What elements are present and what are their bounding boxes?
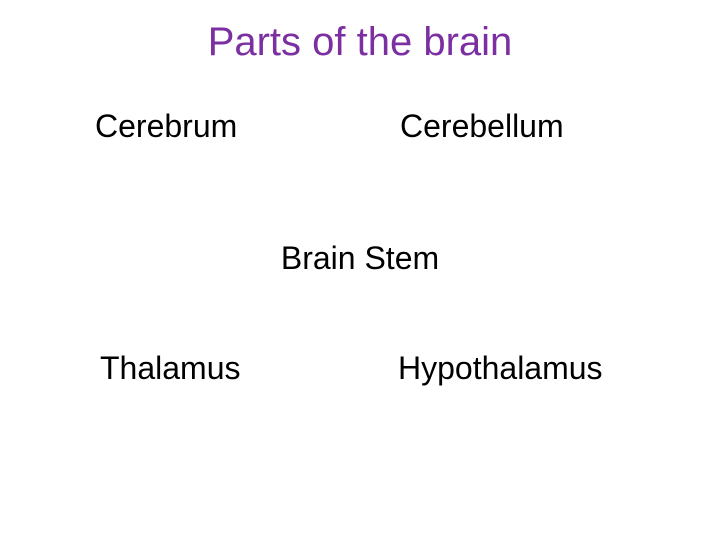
page-title: Parts of the brain xyxy=(0,20,720,65)
label-cerebellum: Cerebellum xyxy=(400,108,564,145)
label-hypothalamus: Hypothalamus xyxy=(398,350,603,387)
label-cerebrum: Cerebrum xyxy=(95,108,237,145)
label-thalamus: Thalamus xyxy=(100,350,241,387)
label-brainstem: Brain Stem xyxy=(0,240,720,277)
